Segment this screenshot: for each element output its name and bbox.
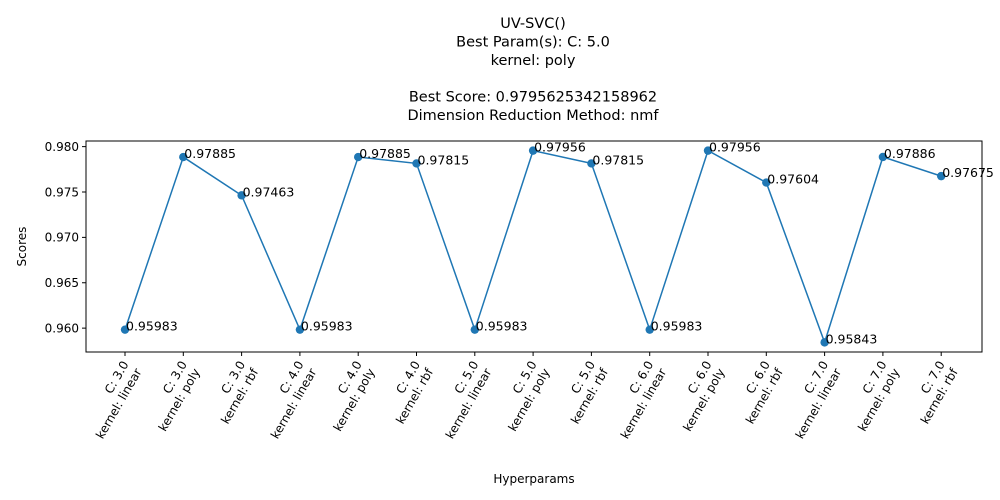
- data-point: [528, 146, 538, 155]
- data-point: [587, 159, 596, 168]
- data-label: 0.97815: [592, 152, 644, 167]
- title-line: Best Param(s): C: 5.0: [456, 34, 610, 50]
- data-label: 0.97956: [709, 140, 761, 155]
- x-tick-label: C: 4.0kernel: linear: [255, 358, 320, 441]
- y-tick-label: 0.980: [45, 140, 79, 154]
- data-point: [295, 325, 305, 334]
- x-tick-label: C: 6.0kernel: linear: [605, 358, 670, 441]
- data-label: 0.97675: [942, 165, 994, 180]
- data-label: 0.97956: [534, 140, 586, 155]
- data-label: 0.97886: [884, 146, 936, 161]
- data-label: 0.97815: [418, 152, 470, 167]
- data-point: [470, 325, 479, 334]
- y-axis: 0.960 0.965 0.970 0.975 0.980: [45, 140, 86, 335]
- y-axis-label: Scores: [15, 227, 29, 267]
- y-tick-label: 0.975: [45, 185, 79, 199]
- x-tick-label: C: 7.0kernel: poly: [842, 359, 902, 434]
- title-line: kernel: poly: [491, 53, 576, 69]
- title-line: Best Score: 0.9795625342158962: [409, 90, 657, 106]
- x-tick-label: C: 3.0kernel: linear: [80, 358, 145, 441]
- data-label: 0.95983: [651, 319, 703, 334]
- y-tick-label: 0.960: [45, 321, 79, 335]
- chart-title: UV-SVC() Best Param(s): C: 5.0 kernel: pol…: [407, 16, 659, 124]
- x-tick-label: C: 5.0kernel: poly: [492, 359, 552, 434]
- data-point: [179, 152, 188, 162]
- x-tick-label: C: 4.0kernel: poly: [318, 359, 378, 434]
- plot-area: [85, 140, 983, 353]
- x-tick-label: C: 6.0kernel: poly: [667, 359, 727, 434]
- data-label: 0.95843: [826, 331, 878, 346]
- x-tick-label: C: 3.0kernel: rbf: [205, 358, 261, 427]
- data-point: [237, 191, 246, 200]
- x-tick-label: C: 5.0kernel: rbf: [555, 358, 611, 427]
- y-tick-label: 0.965: [45, 276, 79, 290]
- series-scores: [120, 146, 946, 347]
- data-point: [645, 325, 654, 334]
- x-tick-label: C: 6.0kernel: rbf: [730, 358, 786, 427]
- data-label: 0.95983: [476, 319, 528, 334]
- data-point: [354, 152, 363, 162]
- x-tick-label: C: 7.0kernel: rbf: [905, 358, 961, 427]
- title-line: UV-SVC(): [500, 16, 565, 32]
- x-tick-label: C: 3.0kernel: poly: [143, 359, 203, 434]
- data-labels: 0.95983 0.97885 0.97463 0.95983 0.97885 0.978…: [126, 140, 994, 347]
- data-label: 0.97604: [767, 172, 819, 187]
- x-tick-label: C: 7.0kernel: linear: [780, 358, 845, 441]
- title-line: Dimension Reduction Method: nmf: [407, 108, 659, 124]
- data-label: 0.97885: [359, 146, 411, 161]
- x-axis: C: 3.0kernel: linear C: 3.0kernel: poly C:…: [80, 352, 961, 441]
- data-point: [878, 152, 888, 162]
- data-point: [412, 159, 421, 168]
- data-label: 0.95983: [301, 319, 353, 334]
- x-axis-label: Hyperparams: [493, 472, 574, 486]
- y-tick-label: 0.970: [45, 231, 79, 245]
- data-point: [937, 171, 946, 181]
- data-label: 0.97463: [243, 184, 295, 199]
- data-point: [703, 146, 713, 155]
- x-tick-label: C: 5.0kernel: linear: [430, 358, 495, 441]
- x-tick-label: C: 4.0kernel: rbf: [380, 358, 436, 427]
- data-point: [762, 178, 771, 187]
- data-label: 0.97885: [184, 146, 236, 161]
- data-point: [120, 325, 130, 334]
- data-point: [820, 338, 829, 347]
- data-label: 0.95983: [126, 319, 178, 334]
